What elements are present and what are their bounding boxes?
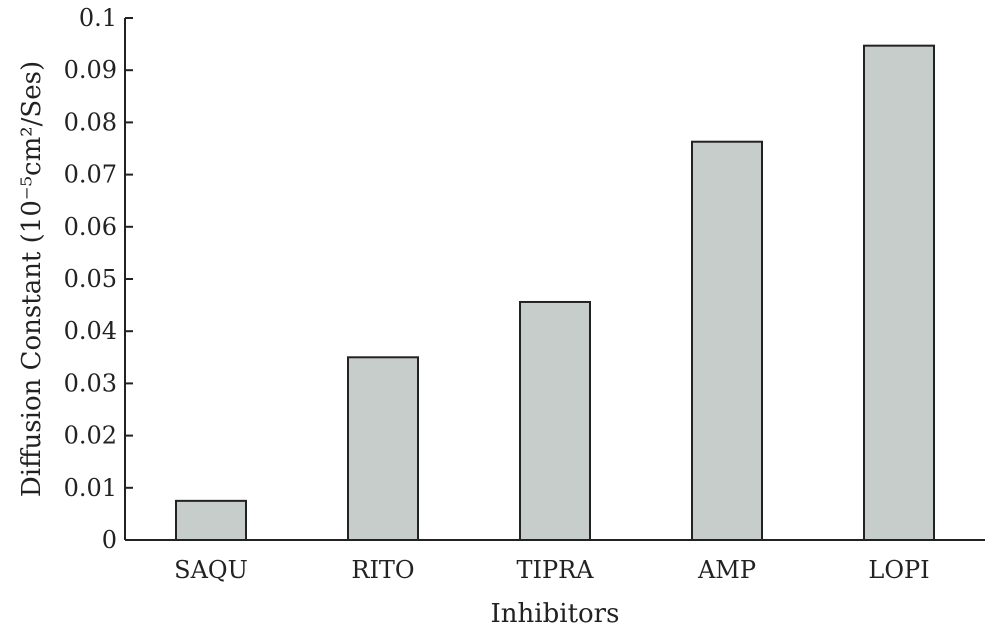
bars-group xyxy=(175,44,935,542)
y-tick-label: 0.01 xyxy=(64,474,117,502)
x-axis-tick-labels: SAQU RITO TIPRA AMP LOPI xyxy=(174,556,929,584)
y-tick-label: 0.06 xyxy=(64,213,117,241)
y-tick-label: 0.07 xyxy=(64,161,117,189)
x-tick-label: TIPRA xyxy=(516,556,594,584)
bar-lopi xyxy=(863,44,935,542)
bar-tipra xyxy=(519,300,591,541)
x-tick-label: AMP xyxy=(697,556,756,584)
y-tick-label: 0.04 xyxy=(64,317,117,345)
y-tick-label: 0.05 xyxy=(64,265,117,293)
y-tick-label: 0.1 xyxy=(79,4,117,32)
y-axis-ticks: 0 0.01 0.02 0.03 0.04 0.05 0.06 0.07 0.08 0.09 0.1 xyxy=(64,4,133,554)
bar-rito xyxy=(347,356,419,541)
bar-saqu xyxy=(175,499,247,542)
y-tick-label: 0.03 xyxy=(64,369,117,397)
x-tick-label: RITO xyxy=(351,556,414,584)
x-tick-label: SAQU xyxy=(174,556,248,584)
x-axis-title: Inhibitors xyxy=(491,599,620,629)
x-tick-label: LOPI xyxy=(868,556,929,584)
y-tick-label: 0.08 xyxy=(64,108,117,136)
bar-amp xyxy=(691,140,763,542)
y-tick-label: 0.09 xyxy=(64,56,117,84)
y-axis-title: Diffusion Constant (10⁻⁵cm²/Ses) xyxy=(17,61,47,497)
y-tick-label: 0.02 xyxy=(64,422,117,450)
y-tick-label: 0 xyxy=(102,526,117,554)
